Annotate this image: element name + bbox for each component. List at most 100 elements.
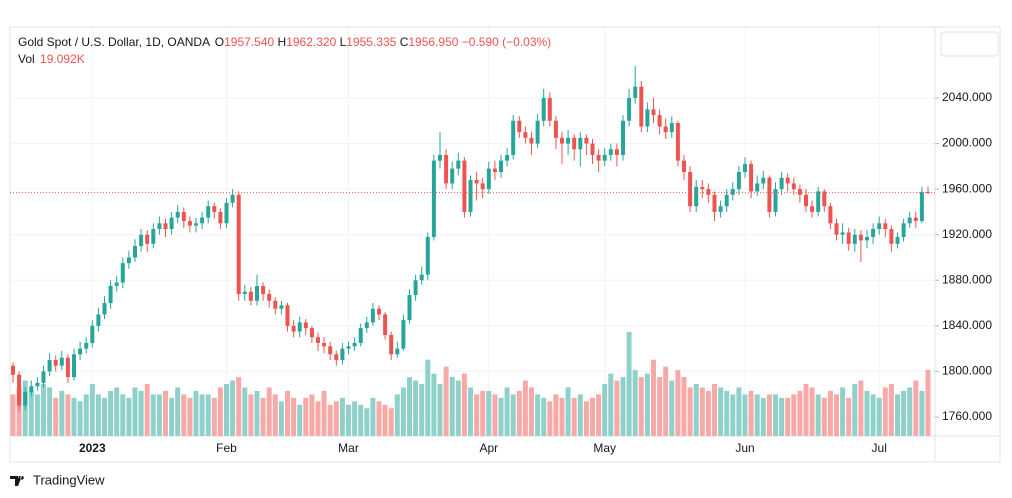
candle-body [364,322,369,329]
candle-body [53,360,58,366]
candle-layer [11,66,930,412]
volume-bar [449,377,455,436]
volume-bar [419,384,425,436]
candle-body [907,217,912,224]
candle-body [645,109,650,127]
open-value: 1957.540 [224,35,274,49]
candle-body [718,206,723,212]
candle-body [877,223,882,229]
candle-body [11,365,15,375]
candle-body [169,217,174,229]
candle-body [377,308,381,315]
candle-body [797,189,802,195]
candle-body [633,86,638,98]
axis-button[interactable] [940,31,999,57]
candle-body [840,232,845,235]
candle-body [84,342,89,349]
volume-bar [205,394,211,436]
volume-bar [278,401,284,436]
volume-bar [602,384,608,436]
volume-bar [175,387,181,436]
volume-bar [644,373,650,436]
volume-bar [742,394,748,436]
volume-bar [779,397,785,436]
volume-bar [217,387,223,436]
candle-body [273,300,278,309]
volume-bar [577,394,583,436]
y-tick-label: 2040.000 [942,90,992,104]
volume-bar [41,384,46,436]
volume-bar [431,373,437,436]
volume-bar [571,397,577,436]
candle-body [407,295,412,321]
candle-body [919,191,924,222]
candle-body [468,180,473,212]
volume-bar [333,401,339,436]
candle-body [419,274,424,281]
volume-bar [425,359,431,436]
volume-bar [504,387,510,436]
volume-bar [907,387,913,436]
candle-body [90,325,95,343]
volume-bar [224,384,229,436]
candle-body [444,154,449,184]
candle-body [120,263,125,283]
candle-body [535,120,540,144]
candle-body [456,160,461,169]
close-value: 1956.950 [408,35,458,49]
y-tick-label: 1960.000 [942,181,992,195]
candle-body [621,120,625,155]
volume-bar [901,390,907,436]
candle-body [236,194,241,294]
volume-bar [773,394,778,436]
volume-bar [919,390,925,436]
volume-bar [211,397,217,436]
volume-bar [89,384,95,436]
volume-bar [858,380,864,436]
volume-layer [10,332,931,436]
volume-bar [480,390,486,436]
volume-bar [608,373,614,436]
candle-body [639,86,644,127]
volume-bar [699,387,705,436]
volume-bar [583,401,589,436]
volume-bar [620,377,626,436]
candle-body [291,325,296,332]
candle-body [560,137,564,144]
candle-body [846,232,851,244]
candle-body [724,194,729,207]
volume-bar [327,404,333,436]
candle-body [462,160,467,212]
volume-bar [144,384,150,436]
candle-body [706,189,711,195]
candle-body [309,328,314,338]
volume-bar [272,394,278,436]
volume-bar [516,390,522,436]
close-key: C [400,35,409,49]
candle-body [627,97,632,121]
candle-body [663,126,668,133]
volume-bar [163,390,168,436]
candle-body [608,149,613,155]
candle-body [248,291,253,301]
volume-bar [339,397,345,436]
y-tick-label: 1840.000 [942,318,992,332]
volume-key: Vol [18,52,35,66]
candle-body [822,191,827,207]
candle-body [328,346,333,355]
volume-bar [809,387,815,436]
volume-bar [77,401,83,436]
y-tick-label: 1800.000 [942,364,992,378]
volume-bar [83,394,89,436]
volume-bar [16,387,22,436]
candle-body [41,371,46,383]
volume-bar [760,397,766,436]
candle-body [712,194,717,212]
volume-bar [852,384,858,436]
volume-bar [791,394,797,436]
volume-bar [455,380,461,436]
y-tick-label: 1920.000 [942,227,992,241]
candle-body [23,391,28,406]
volume-bar [486,390,492,436]
